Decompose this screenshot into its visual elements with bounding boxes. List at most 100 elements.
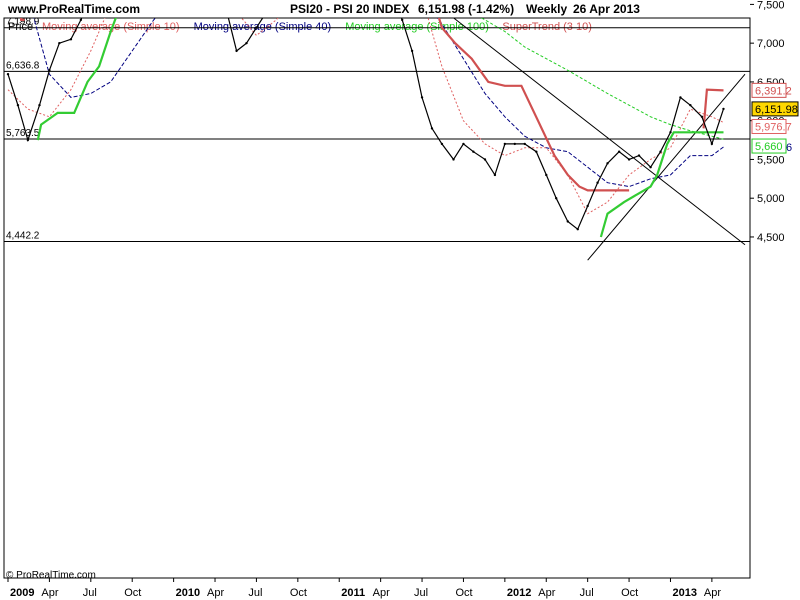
price-point [659,150,662,153]
price-point [48,69,51,72]
legend-entry: Moving average (Simple 10) [42,21,180,33]
x-tick-label: Apr [538,587,555,599]
supertrend-up-line [599,131,724,238]
price-point [430,127,434,130]
supertrend-down-line [702,88,724,129]
x-tick-label: Apr [704,587,721,599]
x-tick-label: 2009 [10,587,34,599]
level-label: 4,442.2 [6,230,40,241]
price-point [554,197,558,200]
price-point [669,131,672,134]
supertrend-badge-box [751,82,787,98]
price-point [26,138,30,142]
price-point [462,142,465,146]
price-point [679,96,682,99]
x-axis: 2009 Apr Jul Oct 2010 Apr Jul Oct 2011 Apr Jul Oct 2… [7,578,721,599]
price-point [483,158,487,161]
x-tick-label: Apr [207,587,224,599]
price-point [58,41,61,45]
trendline-up [587,73,746,261]
price-point [440,142,444,146]
ma100-badge-box [751,138,787,154]
price-point [627,158,631,161]
x-tick-label: Jul [414,587,428,599]
price-point [710,142,714,146]
x-tick-label: Oct [621,587,638,599]
price-point [606,162,609,165]
price-point [617,150,621,153]
price-point [535,150,538,153]
price-badges: 6,391.2 6,151.98 5,976.7 5,660 6 [751,82,799,154]
quote-label: 6,151.98 (-1.42%) [418,2,514,16]
price-point [596,181,599,184]
ma100-line [480,18,724,140]
price-point [513,142,516,146]
price-point [472,150,475,153]
price-point [79,18,83,22]
x-tick-label: Jul [580,587,594,599]
price-point [637,154,641,157]
x-tick-label: Apr [41,587,58,599]
level-label: 7,198.9 [6,17,40,28]
price-point [6,72,10,76]
price-point [235,49,238,53]
price-point [420,96,424,99]
trendline-down [452,18,746,246]
price-point [255,26,258,29]
legend-entry: Moving average (Simple 40) [194,21,332,33]
horizontal-levels: 8,899.38,181.67,198.96,636.85,763.54,442… [4,17,750,242]
legend-entry: Price [8,21,33,33]
price-line [7,18,725,231]
y-tick-label: 5,000 [757,193,785,205]
supertrend-badge: 6,391.2 [755,85,792,97]
y-axis: 4,5005,0005,5006,0006,5007,0007,5008,000… [750,0,785,244]
x-tick-label: Oct [124,587,141,599]
ma40-badge: 6 [786,142,792,154]
legend: Price Moving average (Simple 10) Moving av… [8,21,592,33]
x-tick-label: 2010 [176,587,200,599]
price-point [576,228,579,231]
plot-frame [3,17,751,579]
price-point [503,142,507,146]
copyright-label: © ProRealTime.com [6,570,96,581]
ma10-badge: 5,976.7 [755,121,792,133]
supertrend-down-line [437,18,630,192]
last-badge-box [751,101,799,117]
ma100-badge: 5,660 [755,141,783,153]
y-tick-label: 7,000 [757,38,785,50]
trendlines [452,18,746,261]
price-point [452,158,455,161]
x-tick-label: Oct [290,587,307,599]
price-point [722,107,725,111]
price-point [689,103,692,107]
level-label: 6,636.8 [6,60,40,71]
price-point [69,38,73,41]
legend-entry: SuperTrend (3 10) [502,21,591,33]
price-point [245,41,248,45]
series [6,18,725,238]
y-tick-label: 5,500 [757,154,785,166]
price-point [493,173,497,177]
price-point [649,165,652,169]
period-label: Weekly [526,2,567,16]
ma10-badge-box [751,118,787,134]
x-tick-label: 2011 [341,587,365,599]
price-point [700,115,704,119]
ma10-line [7,18,724,215]
price-point [566,220,569,223]
x-tick-label: Jul [83,587,97,599]
level-label: 5,763.5 [6,128,40,139]
supertrend-down-line [19,18,25,21]
y-tick-label: 4,500 [757,232,785,244]
y-tick-label: 7,500 [757,0,785,11]
price-point [16,103,20,107]
x-tick-label: Apr [373,587,390,599]
legend-entry: Moving average (Simple 100) [345,21,489,33]
price-point [523,142,526,146]
date-label: 26 Apr 2013 [573,2,640,16]
price-point [400,18,404,22]
x-tick-label: 2012 [507,587,531,599]
price-point [410,49,414,53]
x-tick-label: Oct [455,587,472,599]
